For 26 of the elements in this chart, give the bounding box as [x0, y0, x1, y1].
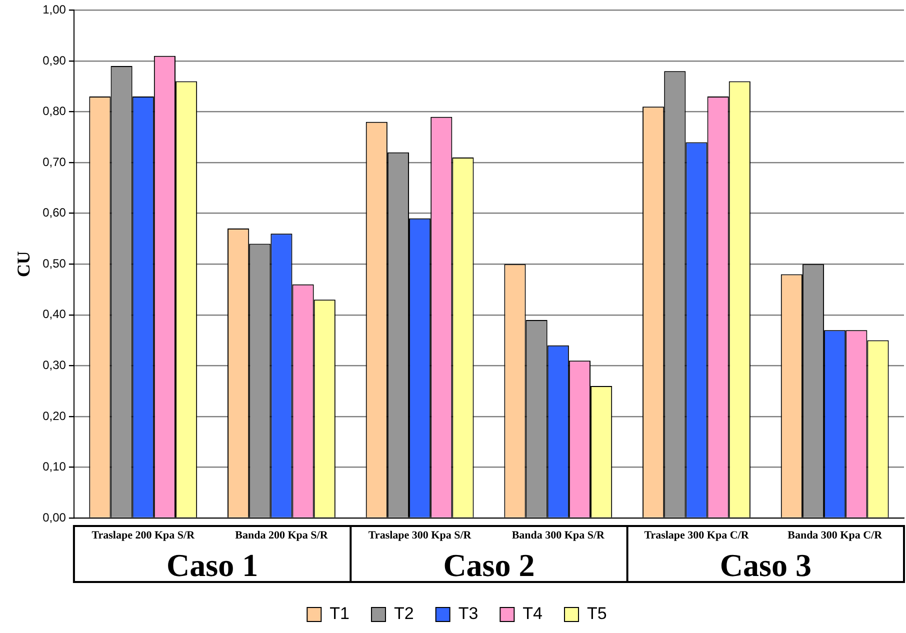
- y-tick-label: 0,10: [42, 460, 66, 474]
- y-axis-title: CU: [13, 251, 34, 278]
- x-tick-label: Banda 200 Kpa S/R: [235, 529, 329, 542]
- y-tick-label: 1,00: [42, 2, 66, 17]
- y-tick-label: 0,90: [42, 53, 66, 68]
- x-tick-label: Traslape 300 Kpa C/R: [644, 529, 750, 542]
- text: Caso 2: [443, 547, 535, 583]
- y-tick-label: 0,50: [42, 256, 66, 270]
- legend-label: T2: [394, 604, 414, 624]
- y-tick-label: 0,70: [42, 154, 66, 169]
- y-tick-label: 0,80: [42, 104, 66, 118]
- x-tick-label: Traslape 300 Kpa S/R: [368, 529, 472, 542]
- text: Caso 1: [166, 547, 258, 583]
- legend-label: T3: [458, 604, 478, 624]
- legend-label: T1: [330, 604, 350, 624]
- y-tick-label: 0,60: [42, 206, 66, 220]
- x-tick-label: Banda 300 Kpa S/R: [512, 529, 606, 542]
- y-tick-label: 0,30: [42, 358, 66, 372]
- legend-label: T4: [522, 604, 543, 624]
- legend-label: T5: [587, 604, 607, 624]
- y-tick-label: 0,20: [42, 408, 66, 423]
- x-tick-label: Traslape 200 Kpa S/R: [92, 529, 196, 542]
- text: Caso 3: [720, 547, 812, 583]
- x-tick-label: Banda 300 Kpa C/R: [788, 529, 884, 542]
- y-tick-label: 0,00: [42, 510, 66, 524]
- y-tick-label: 0,40: [42, 307, 66, 322]
